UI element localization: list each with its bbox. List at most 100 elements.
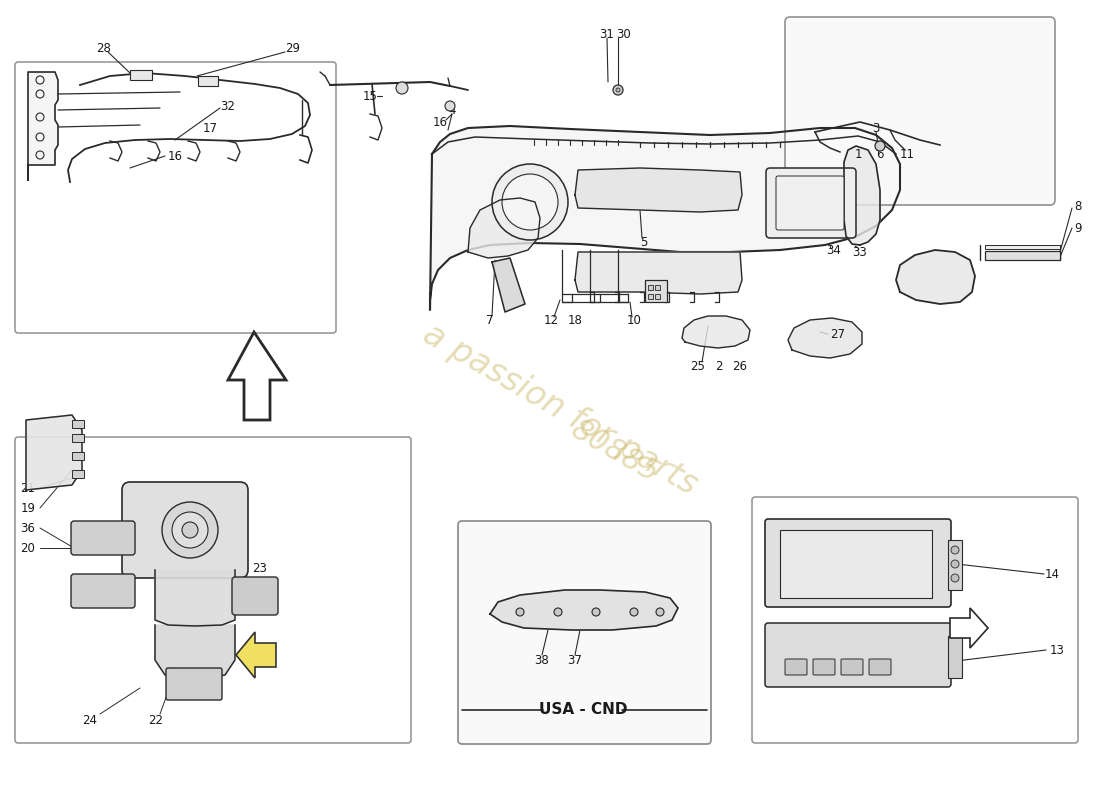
Text: 9: 9 (1075, 222, 1081, 234)
Bar (72, 420, 84, 428)
Text: 5: 5 (640, 235, 648, 249)
Text: ♣: ♣ (881, 46, 1019, 194)
Text: 16: 16 (432, 117, 448, 130)
FancyBboxPatch shape (232, 577, 278, 615)
Text: 1: 1 (855, 147, 861, 161)
FancyBboxPatch shape (785, 659, 807, 675)
FancyBboxPatch shape (813, 659, 835, 675)
FancyBboxPatch shape (166, 668, 222, 700)
Text: 27: 27 (830, 329, 846, 342)
Circle shape (172, 512, 208, 548)
Bar (72, 452, 84, 460)
Bar (780, 530, 932, 598)
Circle shape (952, 546, 959, 554)
Polygon shape (430, 126, 900, 310)
Polygon shape (490, 590, 678, 630)
Text: 28: 28 (97, 42, 111, 55)
Text: 11: 11 (900, 147, 914, 161)
Text: 19: 19 (21, 502, 35, 514)
Circle shape (492, 164, 568, 240)
Polygon shape (682, 316, 750, 348)
Text: 29: 29 (286, 42, 300, 55)
Text: 18: 18 (568, 314, 582, 327)
Circle shape (874, 141, 886, 151)
Circle shape (616, 88, 620, 92)
Text: 15: 15 (363, 90, 377, 102)
Text: 3: 3 (872, 122, 880, 134)
Text: 25: 25 (691, 359, 705, 373)
Text: 21: 21 (21, 482, 35, 494)
Polygon shape (896, 250, 975, 304)
Text: 13: 13 (1049, 643, 1065, 657)
Text: 31: 31 (600, 27, 615, 41)
Circle shape (396, 82, 408, 94)
FancyBboxPatch shape (15, 62, 335, 333)
Bar (648, 285, 653, 290)
FancyBboxPatch shape (752, 497, 1078, 743)
Circle shape (613, 85, 623, 95)
Bar (984, 245, 1060, 249)
Bar (72, 470, 84, 478)
Polygon shape (950, 608, 988, 648)
FancyBboxPatch shape (122, 482, 248, 578)
Text: 16: 16 (167, 150, 183, 162)
Polygon shape (788, 318, 862, 358)
Bar (198, 76, 218, 86)
Text: 80885: 80885 (565, 415, 664, 489)
Polygon shape (844, 146, 880, 245)
Circle shape (516, 608, 524, 616)
Polygon shape (155, 570, 235, 626)
Text: 17: 17 (202, 122, 218, 134)
Polygon shape (575, 168, 743, 212)
FancyBboxPatch shape (785, 17, 1055, 205)
Polygon shape (155, 625, 235, 680)
FancyBboxPatch shape (842, 659, 864, 675)
Text: 33: 33 (852, 246, 868, 258)
Bar (645, 280, 667, 302)
Polygon shape (468, 198, 540, 258)
Bar (948, 636, 962, 678)
Text: 37: 37 (568, 654, 582, 666)
Text: 24: 24 (82, 714, 98, 726)
Circle shape (162, 502, 218, 558)
Circle shape (446, 101, 455, 111)
FancyBboxPatch shape (766, 168, 856, 238)
FancyBboxPatch shape (72, 574, 135, 608)
Text: 22: 22 (148, 714, 164, 726)
Bar (984, 251, 1060, 260)
Polygon shape (492, 258, 525, 312)
Bar (130, 70, 152, 80)
Circle shape (952, 574, 959, 582)
Polygon shape (28, 72, 58, 180)
Bar (654, 285, 660, 290)
Text: 12: 12 (543, 314, 559, 327)
Circle shape (554, 608, 562, 616)
Text: 7: 7 (486, 314, 494, 326)
Bar (648, 294, 653, 299)
Polygon shape (228, 332, 286, 420)
FancyBboxPatch shape (869, 659, 891, 675)
Circle shape (952, 560, 959, 568)
Text: 4: 4 (449, 105, 455, 118)
FancyBboxPatch shape (458, 521, 711, 744)
Text: 30: 30 (617, 27, 631, 41)
Text: 23: 23 (253, 562, 267, 574)
Text: 34: 34 (826, 243, 842, 257)
Circle shape (182, 522, 198, 538)
Text: USA - CND: USA - CND (539, 702, 627, 718)
Text: 10: 10 (627, 314, 641, 327)
Bar (948, 540, 962, 590)
FancyBboxPatch shape (764, 519, 952, 607)
Text: 36: 36 (21, 522, 35, 534)
Text: 26: 26 (733, 359, 748, 373)
Text: 32: 32 (221, 99, 235, 113)
Circle shape (502, 174, 558, 230)
Text: 6: 6 (877, 147, 883, 161)
Bar (72, 434, 84, 442)
FancyBboxPatch shape (15, 437, 411, 743)
Text: 38: 38 (535, 654, 549, 666)
Text: 2: 2 (715, 359, 723, 373)
Polygon shape (26, 415, 82, 490)
FancyBboxPatch shape (72, 521, 135, 555)
Text: 8: 8 (1075, 199, 1081, 213)
